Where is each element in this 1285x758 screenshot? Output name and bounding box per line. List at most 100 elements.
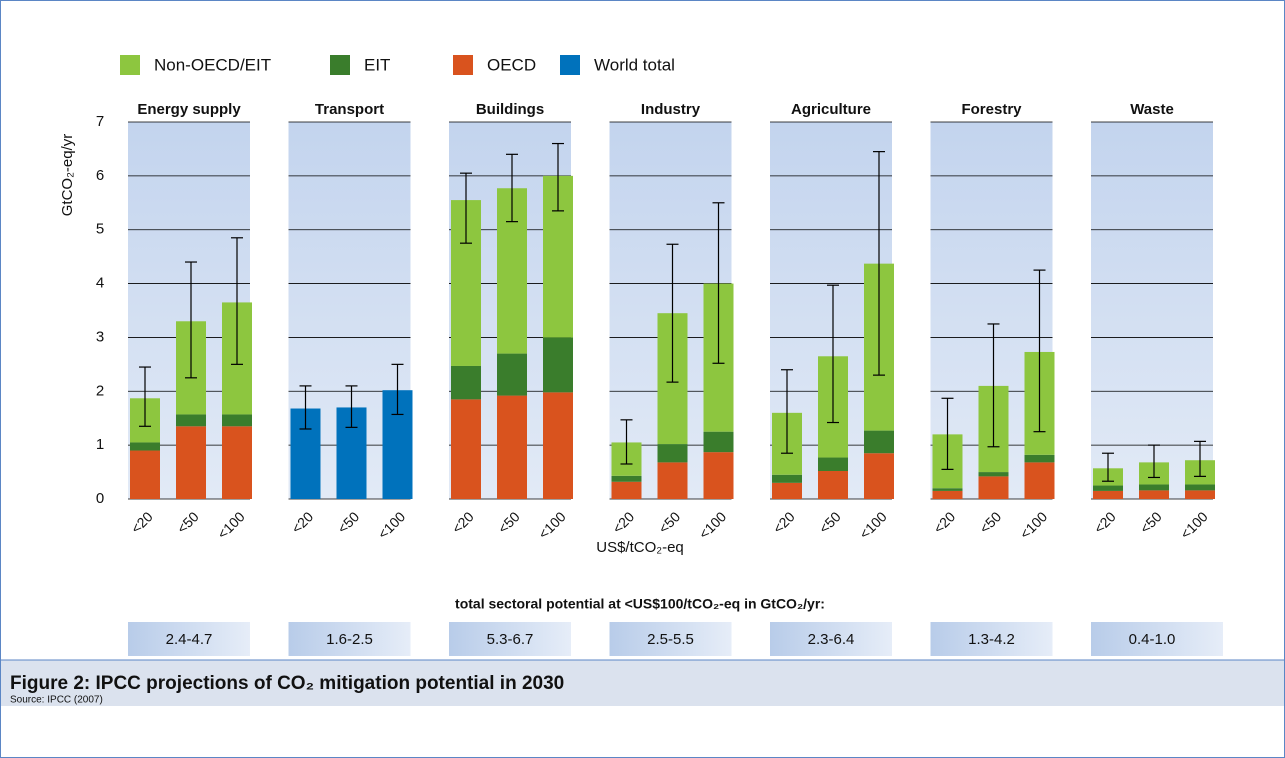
bar-segment: [1185, 484, 1215, 491]
bar-segment: [864, 453, 894, 499]
bar-segment: [772, 482, 802, 499]
error-bar: [827, 284, 839, 424]
total-box: [288, 622, 411, 656]
x-axis-label: US$/tCO₂-eq: [596, 539, 684, 556]
bar-segment: [657, 444, 688, 463]
bar-segment: [543, 392, 573, 499]
error-bar: [941, 397, 954, 470]
bar-segment: [978, 476, 1009, 499]
y-tick-label: 3: [96, 328, 104, 345]
bar-segment: [703, 452, 734, 499]
error-bar: [1102, 452, 1114, 482]
bar-segment: [818, 470, 848, 499]
error-bar: [345, 385, 358, 428]
bar-segment: [864, 430, 894, 454]
bar-segment: [130, 442, 160, 451]
total-box: [128, 622, 250, 656]
error-bar: [552, 142, 564, 212]
error-bar: [666, 243, 679, 383]
total-value: 2.3-6.4: [808, 631, 855, 648]
bar-segment: [1093, 485, 1123, 491]
bar-segment: [176, 426, 206, 499]
bar-segment: [978, 472, 1009, 477]
total-value: 2.5-5.5: [647, 631, 694, 648]
y-tick-label: 6: [96, 167, 104, 184]
total-box: [1091, 622, 1223, 656]
error-bar: [620, 419, 633, 465]
bar-segment: [611, 481, 642, 499]
legend-swatch: [120, 55, 140, 75]
bar-segment: [1024, 454, 1055, 463]
bar-segment: [497, 353, 527, 396]
bar-segment: [703, 431, 734, 453]
y-tick-label: 7: [96, 113, 104, 130]
facet-title: Transport: [315, 101, 384, 118]
bar-segment: [657, 462, 688, 499]
y-tick-label: 2: [96, 382, 104, 399]
error-bar: [185, 261, 197, 379]
facet-title: Industry: [641, 101, 701, 118]
bar-segment: [1139, 490, 1169, 499]
bar-segment: [222, 426, 252, 499]
bar-segment: [772, 474, 802, 483]
error-bar: [231, 237, 243, 365]
legend-swatch: [560, 55, 580, 75]
facet-title: Buildings: [476, 101, 544, 118]
facet-title: Waste: [1130, 101, 1174, 118]
facet-title: Energy supply: [137, 101, 241, 118]
total-title: total sectoral potential at <US$100/tCO₂…: [455, 596, 825, 612]
error-bar: [1148, 444, 1160, 479]
y-tick-label: 1: [96, 436, 104, 453]
legend-swatch: [453, 55, 473, 75]
facet-title: Agriculture: [791, 101, 871, 118]
error-bar: [1194, 440, 1206, 477]
bar-segment: [1093, 490, 1123, 499]
error-bar: [391, 363, 404, 416]
y-tick-label: 5: [96, 221, 104, 238]
bar-segment: [451, 365, 481, 400]
error-bar: [781, 369, 793, 454]
total-value: 0.4-1.0: [1129, 631, 1176, 648]
error-bar: [1033, 269, 1046, 433]
bar-segment: [611, 475, 642, 482]
bar-segment: [543, 337, 573, 393]
panel: [1091, 122, 1213, 499]
error-bar: [139, 366, 151, 427]
error-bar: [987, 323, 1000, 448]
total-value: 5.3-6.7: [487, 631, 534, 648]
bar-segment: [1024, 462, 1055, 499]
total-box: [930, 622, 1053, 656]
bar-segment: [818, 457, 848, 471]
total-box: [770, 622, 892, 656]
total-box: [449, 622, 571, 656]
bar-segment: [932, 488, 963, 491]
total-value: 1.6-2.5: [326, 631, 373, 648]
error-bar: [712, 202, 725, 364]
bar-segment: [1139, 484, 1169, 491]
bar-segment: [130, 450, 160, 499]
legend-label: Non-OECD/EIT: [154, 55, 271, 74]
y-tick-label: 4: [96, 275, 104, 292]
total-value: 1.3-4.2: [968, 631, 1015, 648]
legend-label: OECD: [487, 55, 536, 74]
legend-label: World total: [594, 55, 675, 74]
total-box: [609, 622, 732, 656]
bar-segment: [176, 414, 206, 427]
bar-segment: [932, 490, 963, 499]
legend-swatch: [330, 55, 350, 75]
bar-segment: [222, 414, 252, 427]
error-bar: [460, 172, 472, 244]
caption-source: Source: IPCC (2007): [10, 695, 103, 706]
y-tick-label: 0: [96, 490, 104, 507]
bar-segment: [497, 395, 527, 499]
bar-segment: [1185, 490, 1215, 499]
legend-label: EIT: [364, 55, 390, 74]
y-axis-label: GtCO₂-eq/yr: [59, 134, 76, 217]
total-value: 2.4-4.7: [166, 631, 213, 648]
error-bar: [299, 385, 312, 430]
bar-segment: [451, 399, 481, 499]
caption-title: Figure 2: IPCC projections of CO₂ mitiga…: [10, 673, 564, 694]
error-bar: [506, 153, 518, 223]
caption-band: [1, 660, 1284, 706]
